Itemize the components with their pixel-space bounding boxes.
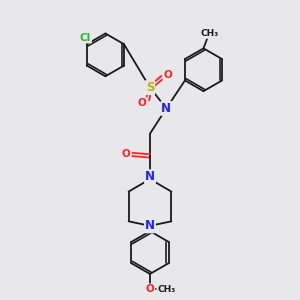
Text: O: O: [122, 149, 130, 160]
Text: Cl: Cl: [80, 33, 91, 43]
Text: N: N: [161, 102, 171, 115]
Text: O: O: [138, 98, 147, 108]
Text: S: S: [146, 81, 154, 94]
Text: O: O: [146, 284, 154, 294]
Text: N: N: [145, 219, 155, 232]
Text: N: N: [145, 170, 155, 183]
Text: O: O: [164, 70, 172, 80]
Text: CH₃: CH₃: [157, 285, 176, 294]
Text: CH₃: CH₃: [200, 29, 219, 38]
